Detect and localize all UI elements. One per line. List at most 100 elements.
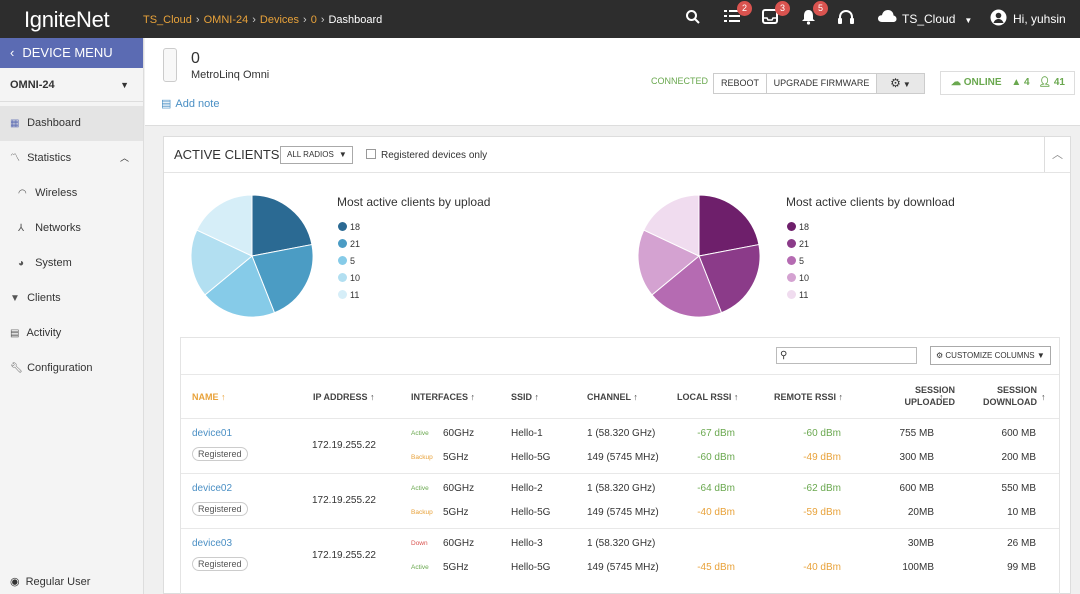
column-header-remote-rssi[interactable]: REMOTE RSSI ↑ (774, 391, 843, 403)
device-menu-header[interactable]: ‹ DEVICE MENU (0, 38, 143, 68)
breadcrumb-site[interactable]: OMNI-24 (203, 14, 249, 26)
user-menu[interactable]: Hi, yuhsin (1013, 12, 1066, 26)
sidebar-item-clients[interactable]: ▼ Clients (0, 281, 143, 316)
download-legend-item[interactable]: 10 (787, 270, 809, 287)
download-slice-5[interactable] (651, 255, 723, 318)
search-input[interactable]: ⚲ (776, 347, 917, 364)
legend-swatch (787, 239, 796, 248)
upgrade-firmware-button[interactable]: UPGRADE FIRMWARE (766, 73, 877, 94)
connection-status: CONNECTED (651, 76, 709, 86)
interface-band: 60GHz (443, 428, 475, 439)
sort-arrow-icon[interactable]: ↑ (939, 392, 944, 402)
device-image (163, 48, 177, 82)
sidebar-item-wireless[interactable]: ◠ Wireless (0, 176, 143, 211)
device-name-link[interactable]: device03 (192, 538, 233, 549)
sidebar-item-configuration[interactable]: 🔧︎ Configuration (0, 351, 143, 386)
column-header-label: REMOTE RSSI (774, 392, 837, 402)
column-header-interfaces[interactable]: INTERFACES ↑ (411, 391, 475, 403)
legend-swatch (338, 273, 347, 282)
sidebar-item-label: Configuration (27, 362, 93, 374)
upload-slice-10[interactable] (190, 229, 253, 296)
column-header-session-download[interactable]: SESSION DOWNLOAD (971, 384, 1037, 408)
list-icon[interactable]: 2 (722, 1, 752, 29)
grid-icon: ▦ (10, 118, 20, 129)
panel-header-divider (164, 172, 1070, 173)
headset-icon[interactable] (836, 9, 856, 29)
registered-only-checkbox[interactable] (366, 149, 376, 159)
sidebar-item-label: System (35, 257, 72, 269)
download-slice-21[interactable] (698, 243, 761, 314)
sidebar-item-networks[interactable]: ⅄ Networks (0, 211, 143, 246)
device-selector[interactable]: OMNI-24 ▼ (0, 68, 143, 102)
channel: 149 (5745 MHz) (587, 507, 659, 518)
download-legend-item[interactable]: 18 (787, 219, 809, 236)
download-slice-18[interactable] (698, 194, 760, 257)
device-name-link[interactable]: device02 (192, 483, 233, 494)
ip-address: 172.19.255.22 (312, 495, 376, 506)
sidebar-item-activity[interactable]: ▤ Activity (0, 316, 143, 351)
session-download: 550 MB (1001, 483, 1036, 494)
upload-legend-item[interactable]: 10 (338, 270, 360, 287)
column-header-channel[interactable]: CHANNEL ↑ (587, 391, 638, 403)
inbox-icon[interactable]: 3 (760, 1, 790, 29)
customize-columns-label: CUSTOMIZE COLUMNS (945, 351, 1035, 360)
column-header-name[interactable]: NAME ↑ (192, 391, 226, 403)
download-legend-item[interactable]: 5 (787, 253, 809, 270)
sidebar-item-dashboard[interactable]: ▦ Dashboard (0, 106, 143, 141)
upload-legend-item[interactable]: 5 (338, 253, 360, 270)
breadcrumb-device[interactable]: 0 (310, 14, 317, 26)
table-row: device02 Registered 172.19.255.22 Active 60G… (181, 483, 1059, 538)
device-name-link[interactable]: device01 (192, 428, 233, 439)
ignitenet-logo[interactable]: IgniteNet (24, 7, 110, 32)
reboot-button[interactable]: REBOOT (713, 73, 767, 94)
breadcrumb-devices[interactable]: Devices (259, 14, 300, 26)
download-slice-10[interactable] (637, 229, 700, 296)
table-row: device03 Registered 172.19.255.22 Down 60GHz… (181, 538, 1059, 593)
registered-only-filter[interactable]: Registered devices only (366, 149, 487, 161)
download-chart-title: Most active clients by download (786, 195, 955, 209)
users-count: 41 (1053, 77, 1065, 88)
sort-arrow-icon: ↑ (221, 392, 226, 402)
column-header-ssid[interactable]: SSID ↑ (511, 391, 539, 403)
breadcrumb-org[interactable]: TS_Cloud (143, 14, 192, 26)
sidebar-item-system[interactable]: ◕ System (0, 246, 143, 281)
add-note-link[interactable]: ▤ Add note (161, 97, 219, 110)
customize-columns-button[interactable]: ⚙ CUSTOMIZE COLUMNS ▼ (930, 346, 1051, 365)
upload-legend-item[interactable]: 21 (338, 236, 360, 253)
upload-legend-item[interactable]: 18 (338, 219, 360, 236)
wrench-icon: 🔧︎ (10, 363, 23, 374)
download-slice-11[interactable] (643, 194, 700, 257)
download-legend-item[interactable]: 11 (787, 287, 809, 304)
column-header-label: INTERFACES (411, 392, 469, 402)
user-role[interactable]: ◉ Regular User (10, 575, 90, 588)
settings-dropdown-button[interactable]: ⚙ ▼ (876, 73, 925, 94)
sort-arrow-icon[interactable]: ↑ (1041, 392, 1046, 402)
session-uploaded: 30MB (907, 538, 934, 549)
cloud-selector[interactable]: TS_Cloud ▼ (902, 12, 972, 26)
interface-state-tag: Active (411, 485, 429, 492)
search-icon[interactable] (683, 9, 703, 29)
ssid: Hello-5G (511, 507, 551, 518)
download-legend-item[interactable]: 21 (787, 236, 809, 253)
radios-dropdown[interactable]: ALL RADIOS ▼ (280, 146, 353, 164)
upload-slice-5[interactable] (204, 255, 276, 318)
column-header-ip[interactable]: IP ADDRESS ↑ (313, 391, 375, 403)
search-icon: ⚲ (780, 350, 788, 361)
user-avatar-icon[interactable] (988, 9, 1008, 29)
local-rssi: -45 dBm (697, 562, 735, 573)
local-rssi: -40 dBm (697, 507, 735, 518)
bell-icon[interactable]: 5 (798, 1, 828, 29)
collapse-panel-button[interactable]: ︿ (1044, 137, 1070, 173)
ssid: Hello-2 (511, 483, 543, 494)
column-header-local-rssi[interactable]: LOCAL RSSI ↑ (677, 391, 738, 403)
legend-label: 5 (350, 256, 356, 266)
note-icon: ▤ (161, 98, 172, 110)
local-rssi: -67 dBm (697, 428, 735, 439)
upload-slice-21[interactable] (251, 243, 314, 314)
upload-slice-18[interactable] (251, 194, 313, 257)
upload-slice-11[interactable] (196, 194, 253, 257)
upload-legend-item[interactable]: 11 (338, 287, 360, 304)
column-header-session-uploaded[interactable]: SESSION UPLOADED (885, 384, 955, 408)
chevron-down-icon: ▼ (902, 80, 911, 89)
sidebar-item-statistics[interactable]: 〽 Statistics ︿ (0, 141, 143, 176)
